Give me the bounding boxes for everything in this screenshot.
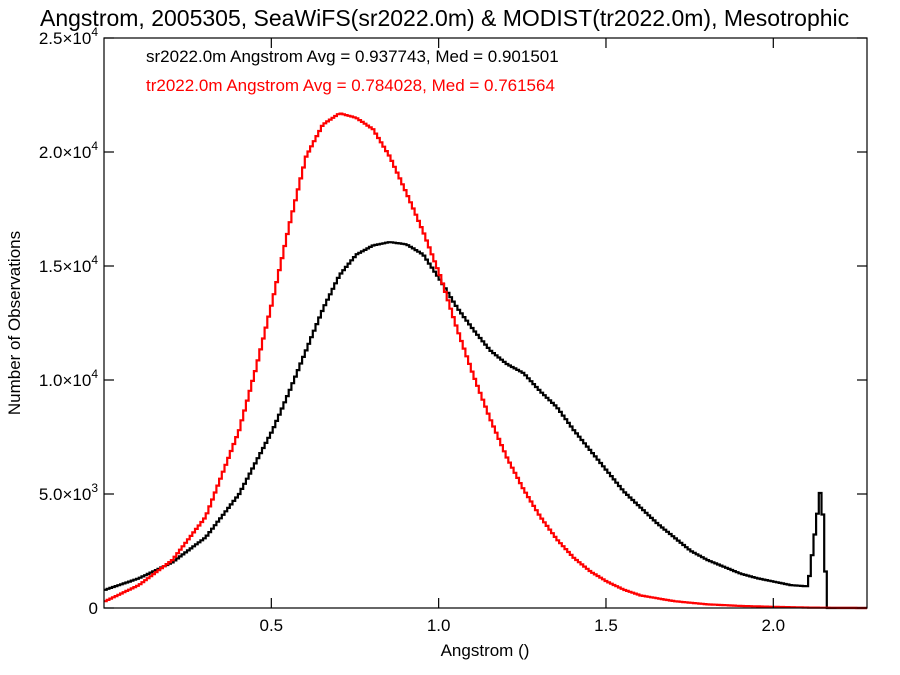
annotation-red: tr2022.0m Angstrom Avg = 0.784028, Med =… — [146, 76, 555, 95]
y-tick-label: 1.0×104 — [39, 367, 98, 390]
y-tick-label: 0 — [89, 599, 98, 618]
y-axis-label: Number of Observations — [5, 231, 24, 415]
y-tick-label: 2.5×104 — [39, 25, 98, 48]
y-tick-label: 2.0×104 — [39, 139, 98, 162]
y-tick-label: 1.5×104 — [39, 253, 98, 276]
x-tick-label: 1.0 — [427, 616, 451, 635]
plot-frame — [103, 37, 868, 609]
series-layer — [104, 112, 867, 610]
annotation-black: sr2022.0m Angstrom Avg = 0.937743, Med =… — [146, 47, 559, 66]
y-axis: 0 5.0×103 1.0×104 1.5×104 2.0×104 2.5×104 — [39, 25, 867, 618]
x-axis: 0.5 1.0 1.5 2.0 — [260, 38, 785, 635]
series-line-0 — [104, 241, 867, 610]
x-tick-label: 1.5 — [594, 616, 618, 635]
y-tick-label: 5.0×103 — [39, 481, 98, 504]
x-axis-label: Angstrom () — [441, 641, 530, 660]
chart-title: Angstrom, 2005305, SeaWiFS(sr2022.0m) & … — [40, 5, 849, 31]
x-tick-label: 2.0 — [761, 616, 785, 635]
x-tick-label: 0.5 — [260, 616, 284, 635]
series-line-1 — [104, 112, 867, 610]
